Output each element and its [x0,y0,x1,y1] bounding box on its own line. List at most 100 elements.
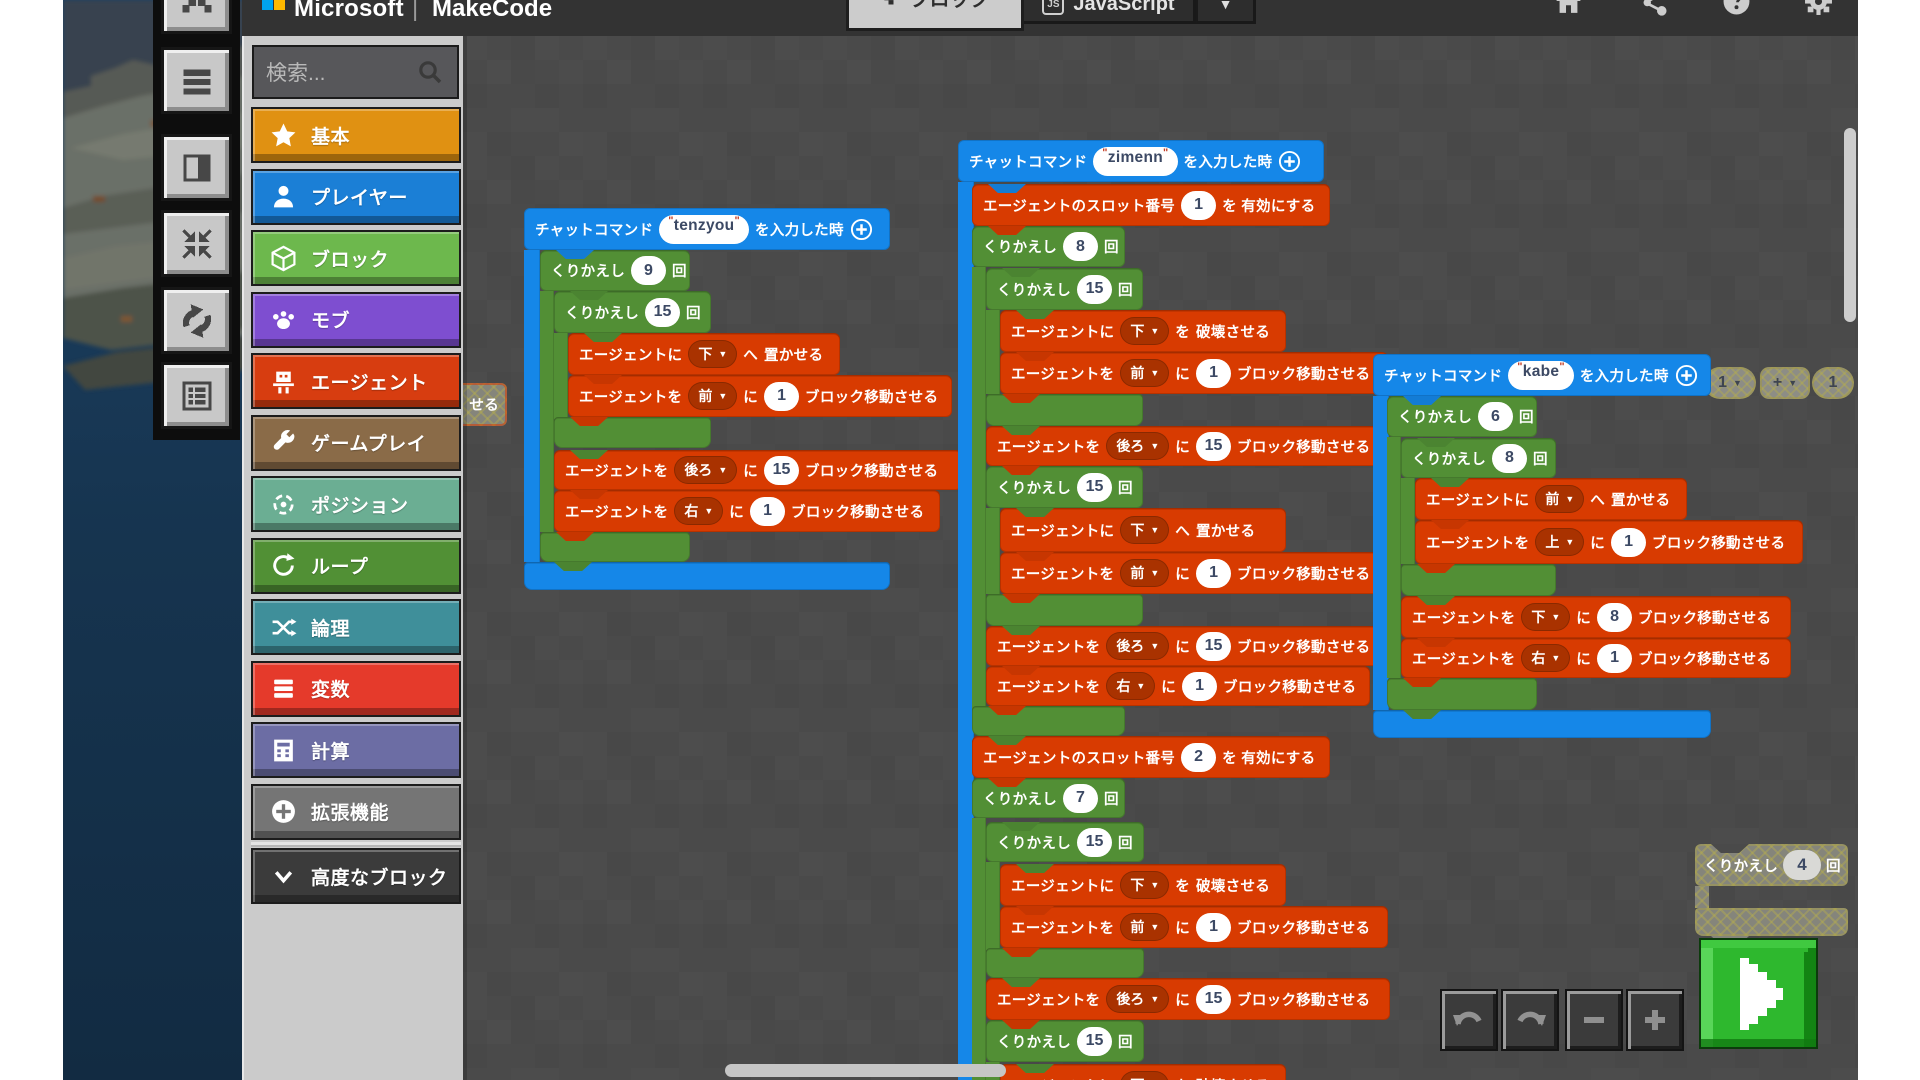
agent-move-block[interactable]: エージェントを 前 ▼ に 1 ブロック移動させる [1000,906,1388,948]
loop-spine[interactable] [972,818,986,1080]
distance-field[interactable]: 8 [1597,602,1633,632]
agent-destroy-block[interactable]: エージェントに 下▼ を 破壊させる [1000,1064,1286,1080]
direction-dropdown[interactable]: 右 ▼ [1106,672,1156,700]
on-chat-command-block[interactable]: チャットコマンド " tenzyou " を入力した時 [524,208,890,250]
agent-move-block[interactable]: エージェントを 後ろ ▼ に 15 ブロック移動させる [986,978,1390,1020]
wrapper-spine[interactable] [958,182,974,1080]
agent-move-block[interactable]: エージェントを 右 ▼ に 1 ブロック移動させる [554,490,940,532]
loop-foot[interactable] [1401,564,1556,596]
distance-field[interactable]: 1 [764,381,800,411]
repeat-block[interactable]: くりかえし 8 回 [1401,438,1556,478]
distance-field[interactable]: 1 [1196,558,1232,588]
toolbox-search[interactable]: 検索... [252,45,459,99]
distance-field[interactable]: 1 [1182,671,1218,701]
direction-dropdown[interactable]: 前 ▼ [688,382,738,410]
dock-right-button[interactable] [161,134,232,201]
direction-dropdown[interactable]: 下▼ [1120,871,1170,899]
repeat-count-field[interactable]: 7 [1063,783,1098,813]
loop-foot[interactable] [554,417,711,448]
disabled-repeat-block[interactable]: くりかえし 4 回 [1695,844,1848,886]
undo-button[interactable] [1440,989,1498,1051]
wrapper-spine[interactable] [1373,396,1389,710]
block-workspace[interactable]: せる チャットコマンド " tenzyou " を入力した時 [463,36,1858,1080]
repeat-count-field[interactable]: 8 [1492,443,1527,473]
loop-foot[interactable] [986,394,1143,426]
direction-dropdown[interactable]: 下▼ [1120,516,1170,544]
agent-move-block[interactable]: エージェントを 右 ▼ に 1 ブロック移動させる [1401,638,1791,678]
category-basic[interactable]: 基本 [251,107,461,163]
category-agent[interactable]: エージェント [251,353,461,409]
distance-field[interactable]: 15 [1196,984,1232,1014]
agent-move-block[interactable]: エージェントを 後ろ ▼ に 15 ブロック移動させる [554,450,962,490]
share-icon[interactable] [1640,0,1669,16]
direction-dropdown[interactable]: 下▼ [1521,603,1571,631]
category-mobs[interactable]: モブ [251,291,461,348]
distance-field[interactable]: 15 [1196,431,1232,461]
repeat-count-field[interactable]: 15 [1077,827,1112,857]
agent-slot-block[interactable]: エージェントのスロット番号 1 を 有効にする [972,184,1330,226]
home-icon[interactable] [1554,0,1583,16]
repeat-block[interactable]: くりかえし 8 回 [972,226,1125,267]
tab-javascript[interactable]: JS JavaScript [1024,0,1196,24]
horizontal-scrollbar[interactable] [725,1064,1006,1077]
direction-dropdown[interactable]: 後ろ ▼ [674,456,738,484]
repeat-block[interactable]: くりかえし 6 回 [1387,396,1537,437]
direction-dropdown[interactable]: 前 ▼ [1120,559,1170,587]
zoom-out-button[interactable] [1565,989,1623,1051]
repeat-count-field[interactable]: 15 [1077,472,1112,502]
wrapper-foot[interactable] [1373,710,1711,738]
repeat-block[interactable]: くりかえし 15 回 [986,1020,1144,1062]
agent-place-block[interactable]: エージェントに 下 ▼ へ 置かせる [568,333,840,375]
disabled-number-pill[interactable]: 1 [1812,367,1854,399]
loop-foot[interactable] [1695,908,1848,945]
direction-dropdown[interactable]: 前 ▼ [1120,913,1170,941]
agent-place-block[interactable]: エージェントに 前 ▼ へ 置かせる [1415,478,1687,520]
collapse-caret-button[interactable] [161,0,232,34]
direction-dropdown[interactable]: 上 ▼ [1535,528,1585,556]
disabled-operator-pill[interactable]: + ▼ [1760,367,1810,399]
redo-button[interactable] [1501,989,1559,1051]
repeat-block[interactable]: くりかえし 15 回 [986,822,1144,862]
disabled-block-fragment[interactable]: せる [463,383,507,426]
loop-foot[interactable] [1387,678,1537,710]
category-player[interactable]: プレイヤー [251,168,461,225]
repeat-block[interactable]: くりかえし 9 回 [540,250,690,291]
distance-field[interactable]: 15 [1196,631,1232,661]
agent-destroy-block[interactable]: エージェントに 下▼ を 破壊させる [1000,864,1286,906]
distance-field[interactable]: 1 [1196,358,1232,388]
direction-dropdown[interactable]: 右 ▼ [674,497,724,525]
repeat-block[interactable]: くりかえし 15 回 [554,291,711,333]
zoom-in-button[interactable] [1626,989,1684,1051]
command-name-field[interactable]: " zimenn " [1093,146,1178,176]
category-position[interactable]: ポジション [251,476,461,532]
category-advanced[interactable]: 高度なブロック [251,848,461,904]
loop-spine[interactable] [540,291,554,532]
category-variables[interactable]: 変数 [251,660,461,717]
distance-field[interactable]: 1 [1597,643,1633,673]
repeat-count-field[interactable]: 4 [1783,850,1821,880]
slot-number-field[interactable]: 2 [1181,742,1217,772]
menu-button[interactable] [161,47,232,114]
command-name-field[interactable]: " kabe " [1508,360,1574,390]
direction-dropdown[interactable]: 右 ▼ [1521,644,1571,672]
help-icon[interactable] [1722,0,1751,16]
repeat-count-field[interactable]: 15 [1077,1026,1112,1056]
agent-move-block[interactable]: エージェントを 下 ▼ に 8 ブロック移動させる [1401,596,1791,638]
on-chat-command-block[interactable]: チャットコマンド " kabe " を入力した時 [1373,354,1711,396]
distance-field[interactable]: 1 [1196,912,1232,942]
repeat-count-field[interactable]: 6 [1478,402,1513,431]
loop-foot[interactable] [972,706,1125,736]
repeat-block[interactable]: くりかえし 15 回 [986,466,1143,508]
loop-foot[interactable] [540,532,690,562]
play-button[interactable] [1699,938,1818,1049]
repeat-count-field[interactable]: 9 [631,256,666,285]
brand-microsoft[interactable]: Microsoft [294,0,404,22]
agent-move-block[interactable]: エージェントを 前 ▼ に 1 ブロック移動させる [568,375,952,417]
add-parameter-icon[interactable] [1278,150,1301,173]
editor-toggle-dropdown[interactable]: ▼ [1196,0,1256,24]
loop-spine[interactable] [986,862,1000,950]
category-math[interactable]: 計算 [251,722,461,778]
agent-destroy-block[interactable]: エージェントに 下▼ を 破壊させる [1000,310,1286,352]
loop-spine[interactable] [1387,437,1401,678]
command-name-field[interactable]: " tenzyou " [659,214,749,244]
